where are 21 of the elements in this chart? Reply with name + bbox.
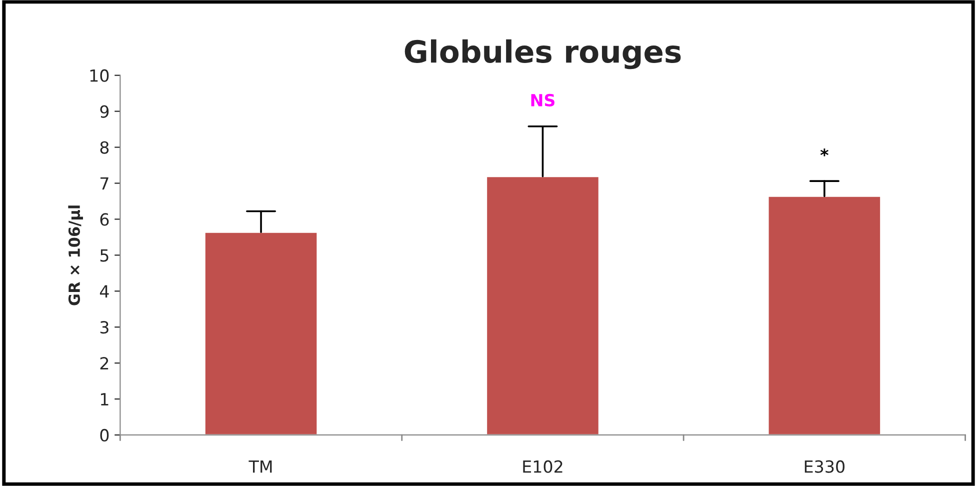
x-tick-label: TM [248, 460, 272, 473]
annotation: * [820, 148, 828, 156]
y-tick-label: 7 [100, 177, 108, 190]
bar [767, 195, 882, 435]
y-tick-label: 0 [100, 428, 109, 442]
annotation: NS [531, 94, 554, 107]
y-tick-label: 3 [100, 321, 108, 334]
x-tick-label: E330 [804, 460, 844, 473]
y-tick-label: 1 [100, 393, 108, 406]
bar [486, 176, 600, 435]
bar [204, 231, 318, 435]
y-tick-label: 9 [100, 105, 109, 118]
chart-title: Globules rouges [404, 39, 681, 70]
y-tick-label: 5 [100, 249, 108, 262]
y-tick-label: 2 [100, 357, 108, 370]
y-tick-label: 4 [100, 285, 109, 298]
y-tick-label: 8 [100, 141, 109, 154]
y-tick-label: 10 [90, 69, 109, 82]
x-tick-label: E102 [523, 460, 562, 473]
y-tick-label: 6 [100, 213, 109, 226]
y-axis-title: GR × 106/µl [68, 206, 83, 306]
